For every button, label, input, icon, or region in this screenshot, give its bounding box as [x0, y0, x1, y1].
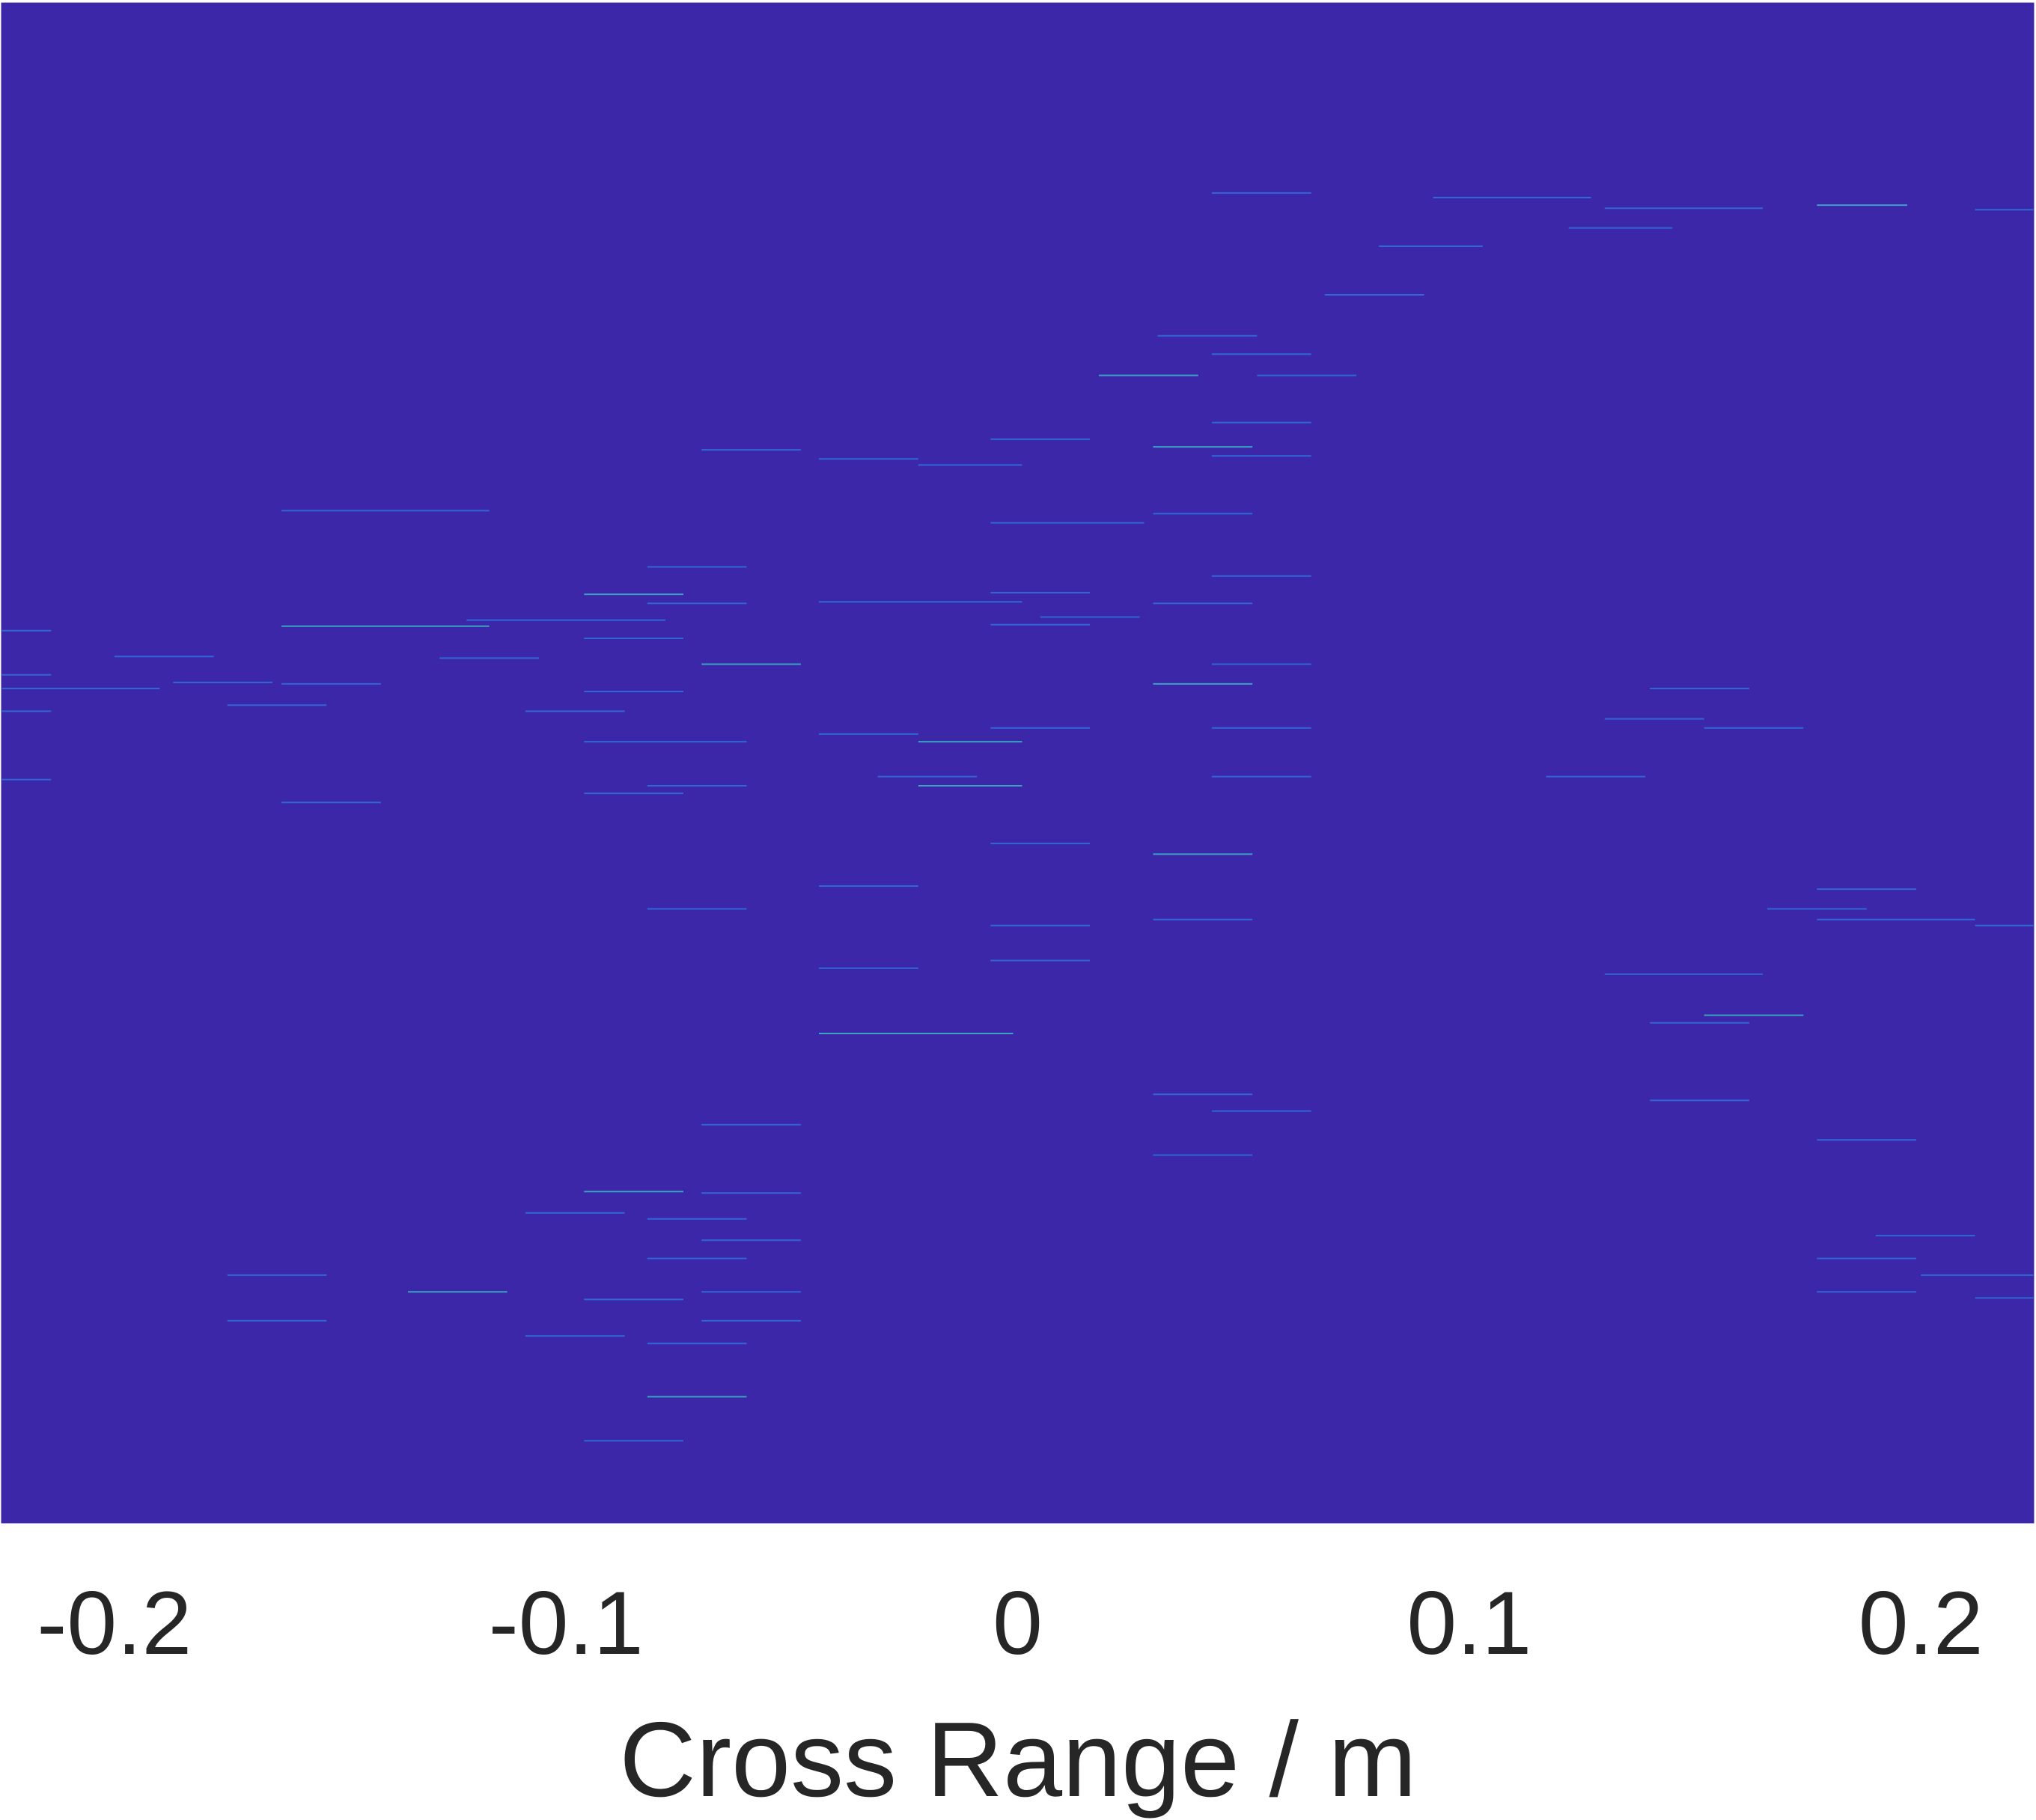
x-tick-label: -0.2 [37, 1573, 192, 1673]
plot-frame [1, 2, 2035, 1524]
x-tick-label: 0.2 [1859, 1573, 1984, 1673]
x-axis-ticks: -0.2 -0.1 0 0.1 0.2 [37, 1573, 1983, 1673]
x-tick-label: -0.1 [489, 1573, 644, 1673]
heatmap-streaks [1, 192, 2034, 1442]
x-axis-label: Cross Range / m [619, 1700, 1416, 1819]
plot-area-background [1, 3, 2034, 1523]
x-tick-label: 0.1 [1406, 1573, 1531, 1673]
x-tick-label: 0 [993, 1573, 1043, 1673]
